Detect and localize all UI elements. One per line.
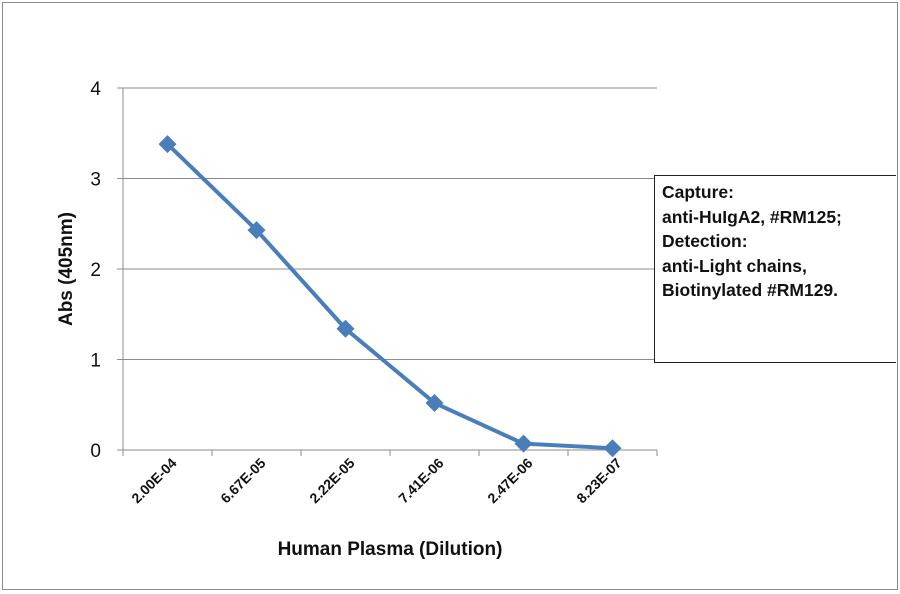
y-tick-label: 4 xyxy=(90,79,101,100)
x-tick-label: 8.23E-07 xyxy=(573,455,625,507)
x-tick-label: 6.67E-05 xyxy=(217,455,269,507)
annotation-box: Capture: anti-HuIgA2, #RM125; Detection:… xyxy=(654,175,896,363)
x-axis-label: Human Plasma (Dilution) xyxy=(278,539,503,560)
annotation-line: Capture: xyxy=(662,182,734,202)
x-tick-label: 7.41E-06 xyxy=(395,455,447,507)
y-tick-label: 3 xyxy=(90,170,101,191)
data-point-marker xyxy=(603,439,622,458)
data-point-marker xyxy=(514,434,533,453)
annotation-line: anti-Light chains, xyxy=(662,255,807,276)
x-tick-label: 2.47E-06 xyxy=(484,455,536,507)
x-tick-label: 2.22E-05 xyxy=(306,455,358,507)
y-tick-label: 1 xyxy=(90,351,101,372)
annotation-line: Biotinylated #RM129. xyxy=(662,280,839,300)
x-tick-label: 2.00E-04 xyxy=(128,455,180,507)
y-tick-label: 2 xyxy=(90,260,101,281)
data-point-marker xyxy=(247,221,266,240)
annotation-line: anti-HuIgA2, #RM125; xyxy=(662,206,842,227)
y-axis-label: Abs (405nm) xyxy=(56,212,77,326)
series-line xyxy=(166,142,613,451)
data-point-marker xyxy=(425,393,444,412)
data-point-marker xyxy=(336,319,355,338)
data-point-marker xyxy=(158,135,177,154)
y-tick-label: 0 xyxy=(90,441,101,462)
annotation-line: Detection: xyxy=(662,231,748,251)
